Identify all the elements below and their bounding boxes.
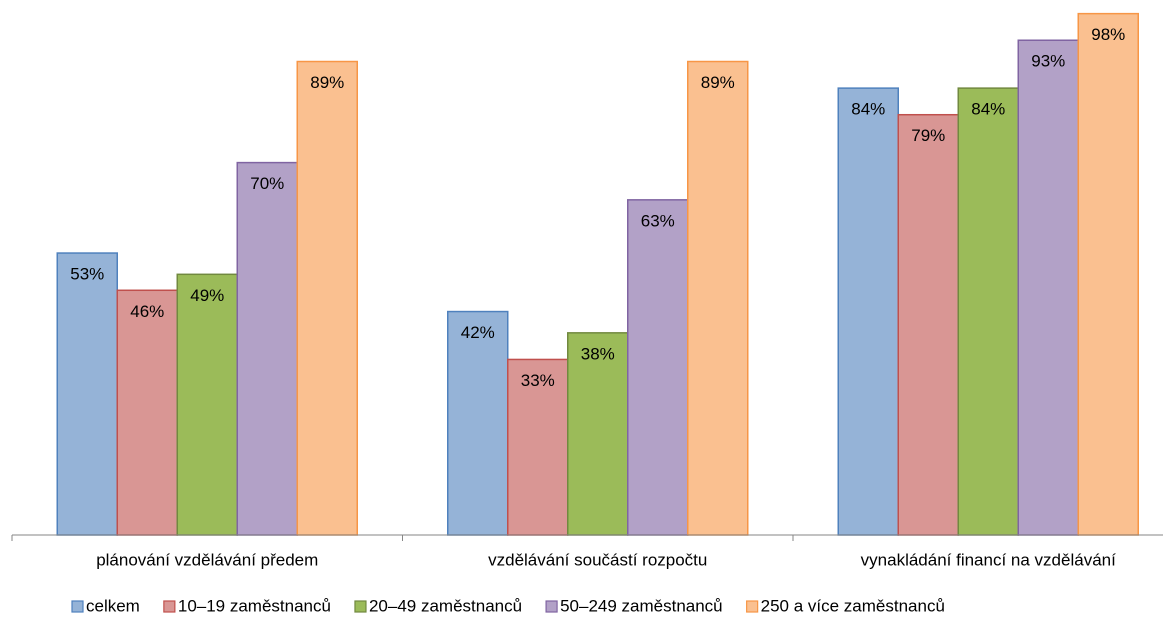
- bar: [627, 199, 689, 536]
- data-label: 84%: [851, 100, 885, 119]
- data-label: 89%: [310, 73, 344, 92]
- legend-label: 20–49 zaměstnanců: [369, 596, 522, 615]
- bar: [507, 358, 569, 536]
- data-label: 79%: [911, 126, 945, 145]
- bar: [447, 310, 509, 536]
- data-label: 33%: [521, 371, 555, 390]
- data-label: 53%: [70, 265, 104, 284]
- x-tick-label: plánování vzdělávání předem: [96, 550, 318, 569]
- data-label: 93%: [1031, 52, 1065, 71]
- x-tick-label: vzdělávání součástí rozpočtu: [488, 550, 707, 569]
- bar: [837, 87, 899, 536]
- bar: [957, 87, 1019, 536]
- bar: [1017, 39, 1079, 536]
- data-label: 89%: [701, 73, 735, 92]
- bar: [176, 273, 238, 536]
- data-label: 63%: [641, 211, 675, 230]
- legend-label: celkem: [86, 596, 140, 615]
- bar: [897, 113, 959, 536]
- data-label: 46%: [130, 302, 164, 321]
- data-label: 70%: [250, 174, 284, 193]
- data-label: 42%: [461, 323, 495, 342]
- bar: [567, 332, 629, 536]
- legend-swatch: [163, 600, 176, 613]
- legend-swatch: [545, 600, 558, 613]
- legend-swatch: [71, 600, 84, 613]
- legend-swatch: [746, 600, 759, 613]
- data-label: 38%: [581, 344, 615, 363]
- legend-label: 50–249 zaměstnanců: [560, 596, 723, 615]
- bar: [236, 161, 298, 536]
- bar: [1077, 12, 1139, 536]
- legend-swatch: [354, 600, 367, 613]
- data-label: 49%: [190, 286, 224, 305]
- data-label: 98%: [1091, 25, 1125, 44]
- x-tick-label: vynakládání financí na vzdělávání: [861, 550, 1116, 569]
- bar: [116, 289, 178, 536]
- legend-label: 250 a více zaměstnanců: [761, 596, 945, 615]
- bar: [687, 60, 749, 536]
- bar: [56, 252, 118, 536]
- data-label: 84%: [971, 100, 1005, 119]
- legend-label: 10–19 zaměstnanců: [178, 596, 331, 615]
- bar: [296, 60, 358, 536]
